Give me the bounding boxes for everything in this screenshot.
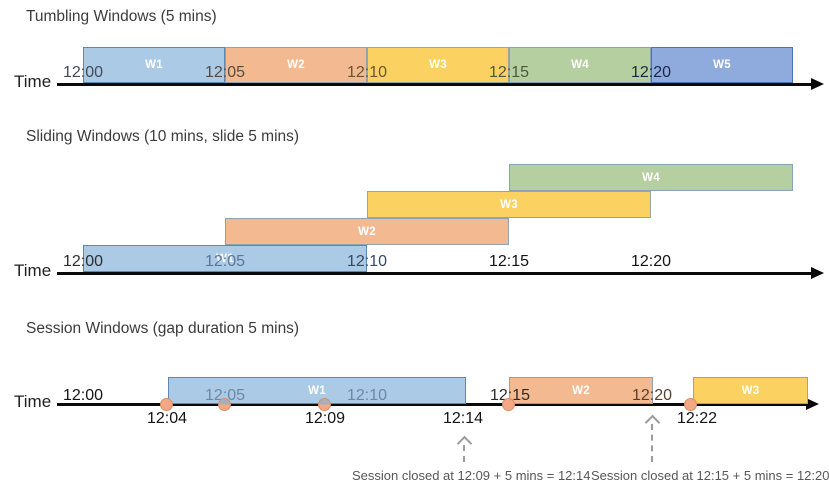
event-dot [318, 398, 331, 411]
window-bar-w3: W3 [693, 377, 808, 404]
window-label: W1 [145, 59, 163, 71]
event-time-label: 12:14 [442, 410, 484, 427]
window-bar-w5: W5 [651, 47, 793, 83]
window-label: W4 [642, 171, 660, 184]
window-label: W2 [572, 384, 590, 397]
window-bar-w2: W2 [509, 377, 653, 404]
window-bar-w1: W1 [83, 245, 367, 272]
diagram-title: Tumbling Windows (5 mins) [26, 8, 217, 25]
tick-label: 12:05 [204, 253, 246, 270]
dashed-line [651, 424, 653, 462]
timeline [57, 403, 806, 406]
window-label: W1 [308, 384, 326, 397]
window-bar-w1: W1 [83, 47, 225, 83]
annotation-note: Session closed at 12:09 + 5 mins = 12:14 [352, 468, 591, 483]
event-dot [684, 398, 697, 411]
tick-label: 12:15 [488, 253, 530, 270]
timeline-arrowhead-icon [811, 267, 824, 279]
event-dot [218, 398, 231, 411]
time-axis-label: Time [14, 72, 52, 91]
timeline [57, 83, 811, 86]
dashed-line [463, 445, 465, 462]
annotation-note: Session closed at 12:15 + 5 mins = 12:20 [591, 468, 829, 483]
window-label: W3 [429, 59, 447, 71]
window-bar-w4: W4 [509, 164, 793, 191]
timeline [57, 272, 811, 275]
window-bar-w3: W3 [367, 47, 509, 83]
window-bar-w2: W2 [225, 47, 367, 83]
tick-label: 12:10 [346, 253, 388, 270]
window-label: W2 [287, 59, 305, 71]
tick-label: 12:05 [204, 387, 246, 404]
window-bar-w2: W2 [225, 218, 509, 245]
tick-label: 12:10 [346, 64, 388, 81]
window-bar-w1: W1 [168, 377, 466, 404]
window-label: W1 [216, 252, 234, 265]
event-time-label: 12:22 [676, 410, 718, 427]
tick-label: 12:10 [346, 387, 388, 404]
tick-label: 12:00 [62, 387, 104, 404]
window-bar-w3: W3 [367, 191, 651, 218]
event-time-label: 12:09 [304, 410, 346, 427]
tick-label: 12:05 [204, 64, 246, 81]
time-axis-label: Time [14, 261, 52, 280]
time-axis-label: Time [14, 392, 52, 411]
window-bar-w4: W4 [509, 47, 651, 83]
tick-label: 12:00 [62, 64, 104, 81]
tick-label: 12:20 [631, 387, 673, 404]
tick-label: 12:15 [488, 64, 530, 81]
diagram-title: Sliding Windows (10 mins, slide 5 mins) [26, 128, 300, 145]
event-dot [502, 398, 515, 411]
timeline-arrowhead-icon [811, 78, 824, 90]
tick-label: 12:20 [630, 253, 672, 270]
window-label: W5 [713, 59, 731, 71]
window-label: W4 [571, 59, 589, 71]
event-dot [160, 398, 173, 411]
tick-label: 12:20 [630, 64, 672, 81]
window-label: W2 [358, 225, 376, 238]
window-label: W3 [500, 198, 518, 211]
diagram-title: Session Windows (gap duration 5 mins) [26, 320, 300, 337]
window-label: W3 [741, 384, 760, 397]
event-time-label: 12:04 [146, 410, 188, 427]
tick-label: 12:15 [489, 387, 531, 404]
tick-label: 12:00 [62, 253, 104, 270]
timeline-arrowhead-icon [806, 398, 819, 410]
